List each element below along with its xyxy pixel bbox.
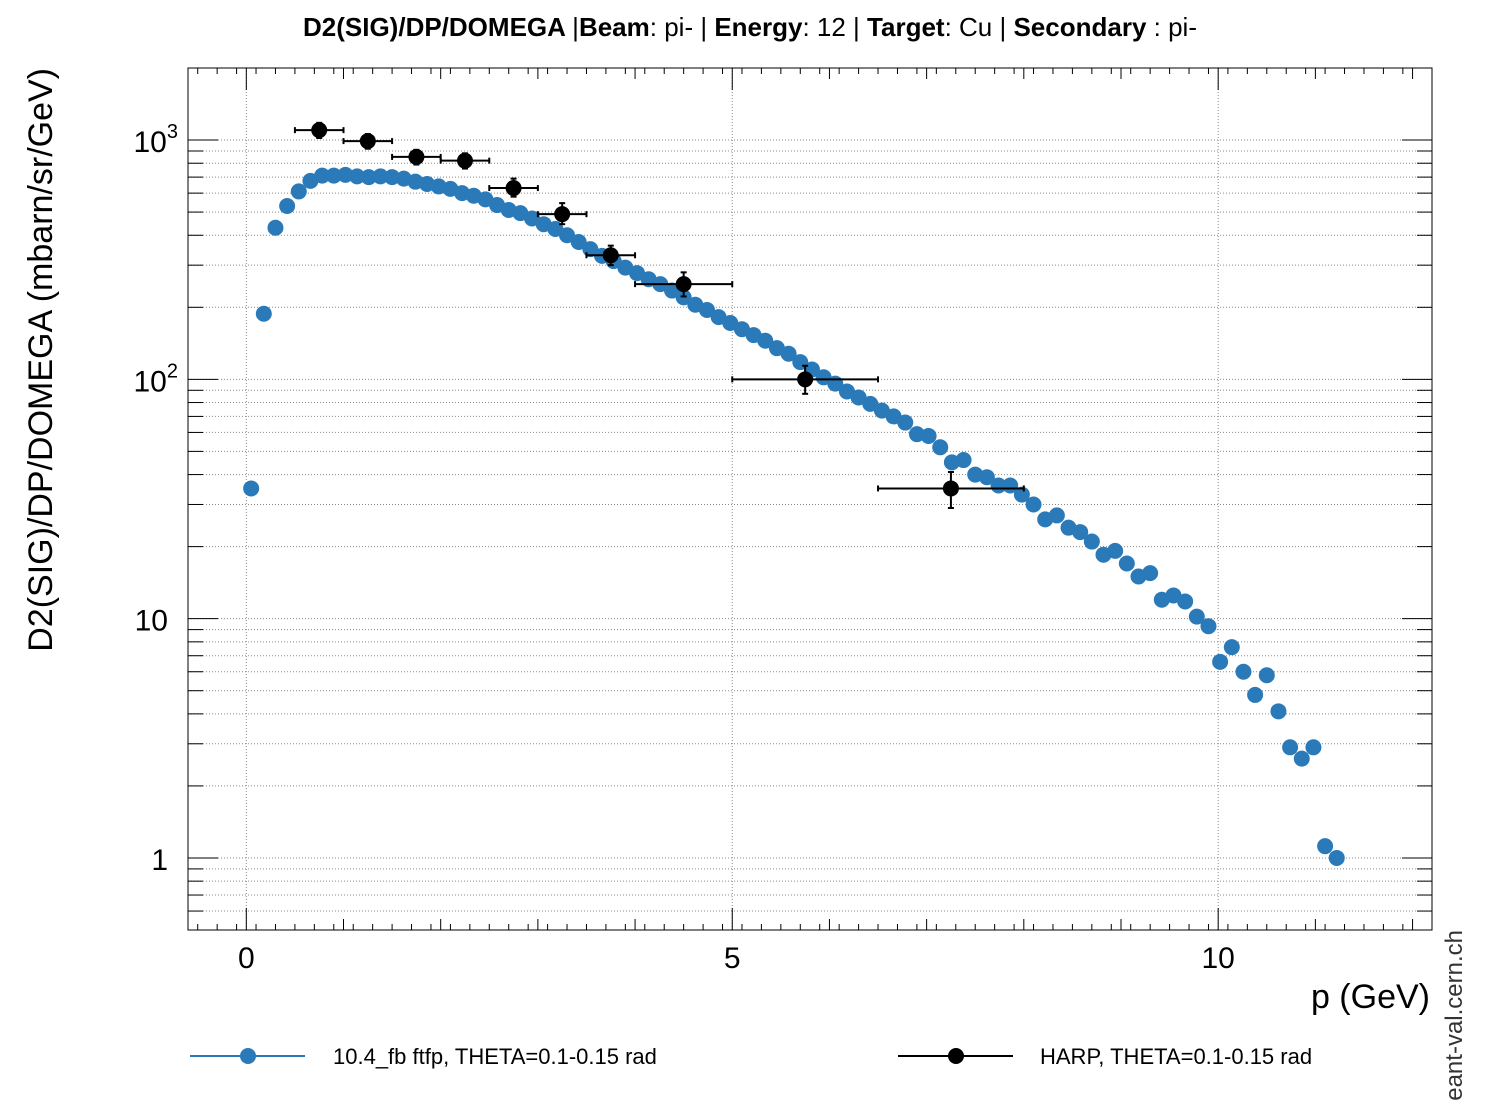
sim-point: [920, 427, 937, 444]
legend-sim-marker: [240, 1048, 256, 1064]
sim-point: [1212, 653, 1229, 670]
data-point: [942, 480, 959, 497]
data-point: [505, 180, 522, 197]
sim-point: [757, 332, 774, 349]
title-part-3: : pi- |: [650, 12, 715, 42]
sim-point: [1247, 686, 1264, 703]
sim-point: [290, 183, 307, 200]
sim-point: [1223, 639, 1240, 656]
series-harp-data: [293, 121, 1025, 509]
legend: 10.4_fb ftfp, THETA=0.1-0.15 rad HARP, T…: [190, 1044, 1312, 1069]
y-tick-label-exponent: 3: [167, 121, 178, 143]
y-tick-label: 10: [135, 605, 168, 638]
title-part-8: Secondary: [1013, 12, 1146, 42]
sim-point: [279, 198, 296, 215]
sim-point: [325, 167, 342, 184]
y-tick-label: 1: [151, 844, 168, 877]
sim-point: [1107, 542, 1124, 559]
y-tick-label-base: 1: [151, 844, 168, 877]
sim-point: [255, 305, 272, 322]
x-tick-label: 10: [1202, 942, 1235, 975]
plot-frame: [187, 67, 1433, 931]
data-point: [602, 247, 619, 264]
data-point: [797, 371, 814, 388]
sim-point: [1188, 608, 1205, 625]
sim-point: [955, 452, 972, 469]
sim-point: [1142, 565, 1159, 582]
y-tick-label-exponent: 2: [167, 360, 178, 382]
sim-point: [1072, 524, 1089, 541]
data-point: [408, 148, 425, 165]
sim-point: [862, 395, 879, 412]
sim-point: [897, 414, 914, 431]
data-point: [554, 206, 571, 223]
sim-point: [663, 282, 680, 299]
sim-point: [1083, 533, 1100, 550]
title-part-7: : Cu |: [945, 12, 1014, 42]
y-tick-label-base: 10: [134, 365, 167, 398]
sim-point: [1258, 667, 1275, 684]
title-part-5: : 12 |: [802, 12, 867, 42]
x-tick-label: 0: [238, 942, 255, 975]
sim-point: [337, 166, 354, 183]
sim-point: [1002, 477, 1019, 494]
title-part-0: D2(SIG)/DP/DOMEGA: [303, 12, 572, 42]
sim-point: [349, 168, 366, 185]
sim-point: [314, 167, 331, 184]
watermark-text: geant-val.cern.ch: [1441, 930, 1468, 1100]
sim-point: [850, 389, 867, 406]
sim-point: [698, 301, 715, 318]
sim-point: [978, 469, 995, 486]
data-point: [359, 133, 376, 150]
sim-point: [243, 480, 260, 497]
legend-data-marker: [948, 1048, 964, 1064]
sim-point: [384, 169, 401, 186]
title-part-2: Beam: [579, 12, 650, 42]
sim-point: [1025, 496, 1042, 513]
legend-sim-label: 10.4_fb ftfp, THETA=0.1-0.15 rad: [333, 1044, 657, 1069]
sim-point: [1048, 507, 1065, 524]
title-part-1: |: [572, 12, 579, 42]
sim-point: [1305, 739, 1322, 756]
sim-point: [1270, 703, 1287, 720]
sim-point: [570, 233, 587, 250]
y-tick-label: 103: [134, 121, 179, 159]
sim-point: [815, 369, 832, 386]
title-part-4: Energy: [714, 12, 803, 42]
legend-data-label: HARP, THETA=0.1-0.15 rad: [1040, 1044, 1312, 1069]
y-tick-label-base: 10: [135, 605, 168, 638]
sim-point: [932, 439, 949, 456]
data-point: [456, 152, 473, 169]
sim-point: [559, 227, 576, 244]
y-axis-label: D2(SIG)/DP/DOMEGA (mbarn/sr/GeV): [22, 68, 60, 652]
data-point: [311, 122, 328, 139]
grid: [188, 67, 1432, 931]
sim-point: [780, 345, 797, 362]
sim-point: [1317, 838, 1334, 855]
x-tick-label: 5: [724, 942, 741, 975]
chart-title: D2(SIG)/DP/DOMEGA |Beam: pi- | Energy: 1…: [303, 12, 1197, 42]
title-part-9: : pi-: [1146, 12, 1197, 42]
sim-point: [1177, 593, 1194, 610]
sim-point: [360, 169, 377, 186]
sim-point: [1293, 750, 1310, 767]
sim-point: [372, 168, 389, 185]
y-tick-label: 102: [134, 360, 179, 398]
y-tick-label-base: 10: [134, 126, 167, 159]
data-point: [675, 276, 692, 293]
series-simulation: [243, 166, 1345, 866]
sim-point: [1235, 663, 1252, 680]
sim-point: [990, 477, 1007, 494]
title-part-6: Target: [867, 12, 945, 42]
sim-point: [1013, 486, 1030, 503]
sim-point: [1328, 849, 1345, 866]
x-axis-label: p (GeV): [1311, 978, 1430, 1016]
sim-point: [1282, 739, 1299, 756]
sim-point: [267, 219, 284, 236]
sim-point: [1200, 618, 1217, 635]
sim-point: [1118, 555, 1135, 572]
